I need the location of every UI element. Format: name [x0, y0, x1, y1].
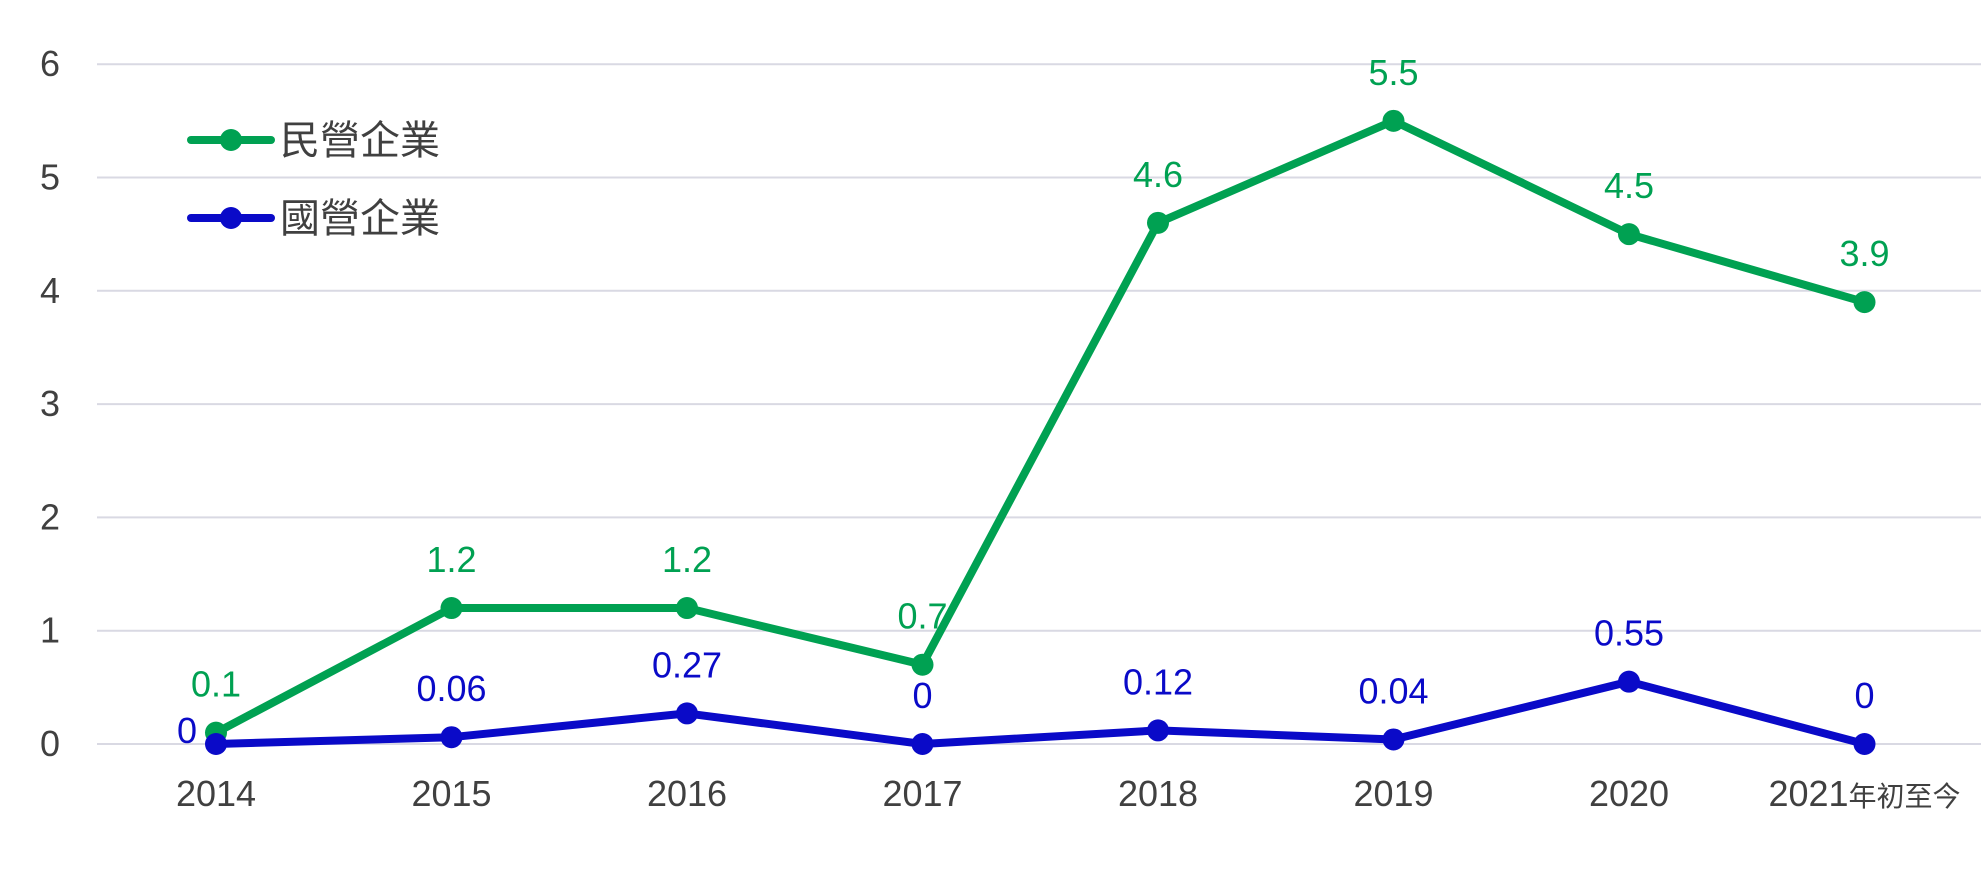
legend-item-private: 民營企業 — [187, 119, 440, 163]
data-point — [676, 597, 698, 620]
data-point — [1147, 211, 1169, 234]
data-label: 5.5 — [1368, 52, 1418, 93]
y-tick-label: 4 — [40, 270, 60, 311]
data-label: 0.7 — [897, 596, 947, 637]
data-label: 0.1 — [191, 664, 241, 705]
legend-marker-private — [220, 129, 242, 151]
data-label: 0 — [177, 710, 197, 751]
data-label: 0 — [1854, 675, 1874, 716]
data-point — [205, 733, 227, 755]
data-label: 1.2 — [662, 539, 712, 580]
data-point — [1618, 670, 1640, 693]
data-label: 1.2 — [426, 539, 476, 580]
series-1: 0 0.06 0.27 0 0.12 0.04 0.55 0 — [177, 613, 1876, 755]
series-line — [212, 677, 1869, 748]
y-axis-ticks: 0 1 2 3 4 5 6 — [40, 43, 60, 764]
data-label: 4.6 — [1133, 154, 1183, 195]
x-tick-label: 2015 — [411, 773, 491, 814]
data-label: 0.55 — [1594, 613, 1664, 654]
y-tick-label: 3 — [40, 383, 60, 424]
data-label: 0.27 — [652, 644, 722, 685]
legend-label-state: 國營企業 — [280, 197, 440, 241]
data-point — [1853, 291, 1876, 314]
series-group: 0.11.2 1.20.74.65.54.53.900.060.270 0.12 0.… — [177, 52, 1890, 755]
data-point — [911, 653, 934, 676]
data-point — [1382, 109, 1405, 132]
y-tick-label: 6 — [40, 43, 60, 84]
data-point — [1618, 223, 1640, 246]
legend: 民營企業 國營企業 — [187, 119, 440, 241]
legend-label-private: 民營企業 — [280, 119, 440, 163]
legend-marker-state — [220, 207, 242, 229]
data-label: 0.06 — [416, 668, 486, 709]
x-tick-label: 2021年初至今 — [1768, 773, 1960, 814]
series-0: 0.1 1.2 1.2 0.7 4.6 5.5 4.5 3.9 — [191, 52, 1890, 744]
data-label: 0 — [912, 675, 932, 716]
data-label: 3.9 — [1839, 233, 1889, 274]
x-tick-label: 2019 — [1353, 773, 1433, 814]
data-point — [440, 597, 463, 620]
data-point — [1147, 719, 1169, 742]
x-tick-label: 2014 — [176, 773, 256, 814]
data-point — [1853, 733, 1876, 755]
x-tick-label: 2018 — [1118, 773, 1198, 814]
y-tick-label: 5 — [40, 157, 60, 198]
data-point — [676, 702, 698, 725]
x-tick-label: 2020 — [1589, 773, 1669, 814]
legend-item-state: 國營企業 — [187, 197, 440, 241]
y-tick-label: 0 — [40, 723, 60, 764]
x-tick-label: 2017 — [882, 773, 962, 814]
data-label: 0.04 — [1358, 670, 1428, 711]
data-point — [440, 726, 463, 749]
data-point — [1382, 728, 1405, 751]
series-line — [212, 116, 1869, 737]
y-tick-label: 2 — [40, 496, 60, 537]
data-label: 0.12 — [1123, 661, 1193, 702]
data-point — [911, 733, 934, 755]
data-label: 4.5 — [1604, 165, 1654, 206]
x-axis-ticks: 2014 2015 2016 2017 2018 2019 2020 2021年初至今 — [176, 773, 1961, 814]
y-tick-label: 1 — [40, 610, 60, 651]
x-tick-label: 2016 — [647, 773, 727, 814]
